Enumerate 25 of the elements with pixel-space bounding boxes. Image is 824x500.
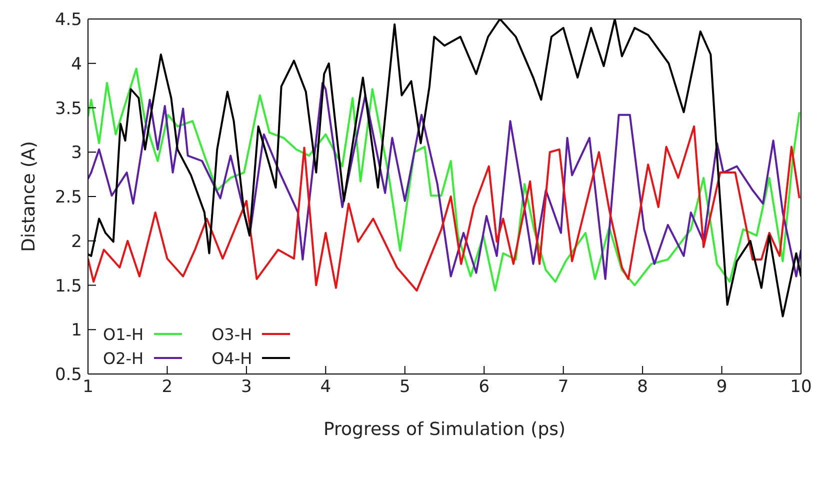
y-tick-label: 1.5 <box>54 276 82 296</box>
y-tick-label: 4 <box>71 54 82 74</box>
y-tick-label: 2.5 <box>54 188 82 208</box>
legend-label: O2-H <box>103 348 144 368</box>
y-tick-label: 3.5 <box>54 98 82 119</box>
legend-label: O4-H <box>212 348 252 368</box>
x-tick-label: 5 <box>399 377 410 398</box>
x-tick-label: 10 <box>790 377 812 398</box>
x-tick-label: 8 <box>637 377 648 398</box>
y-tick-label: 1 <box>71 320 82 341</box>
x-tick-label: 9 <box>716 377 728 398</box>
x-tick-label: 2 <box>162 377 173 398</box>
x-tick-label: 6 <box>478 377 490 398</box>
x-tick-label: 3 <box>241 377 252 398</box>
y-tick-label: 3 <box>71 143 82 164</box>
legend-label: O1-H <box>103 324 144 344</box>
x-axis-title: Progress of Simulation (ps) <box>323 418 566 440</box>
y-axis-title: Distance (A) <box>18 141 40 252</box>
y-tick-label: 0.5 <box>54 365 82 386</box>
x-tick-label: 7 <box>558 377 569 398</box>
y-tick-label: 4.5 <box>54 10 82 30</box>
line-series <box>88 125 800 292</box>
legend-label: O3-H <box>212 324 252 344</box>
y-tick-label: 2 <box>71 232 82 252</box>
x-tick-label: 4 <box>320 377 332 398</box>
